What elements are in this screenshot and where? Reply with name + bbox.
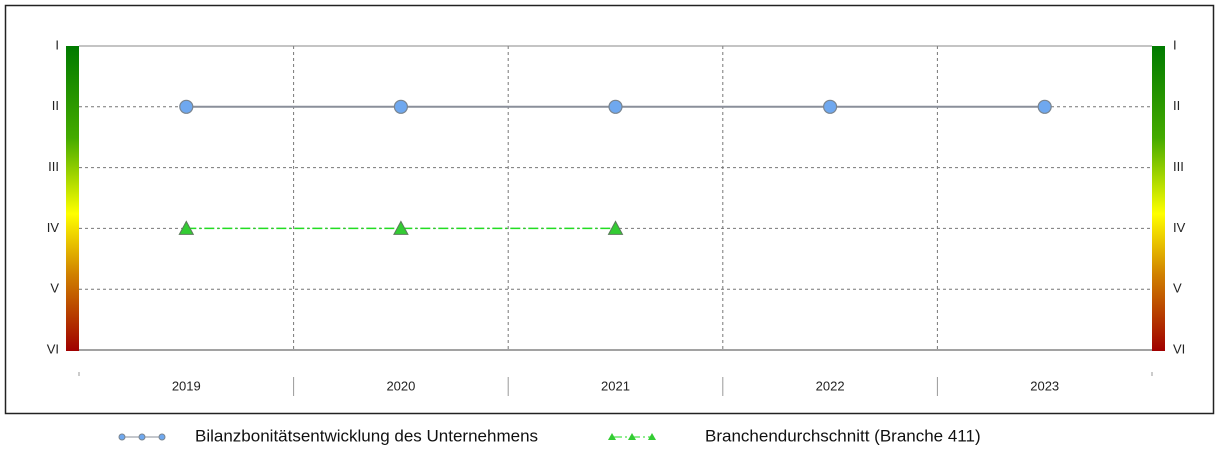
legend-marker [138, 433, 146, 441]
y-tick-label: II [52, 98, 59, 113]
y-tick-label: I [55, 37, 59, 52]
x-tick-label: 2019 [172, 378, 201, 393]
y2-tick-label: I [1173, 37, 1177, 52]
y-tick-label: VI [47, 341, 59, 356]
legend-marker [118, 433, 126, 441]
point [393, 99, 408, 114]
y2-tick-label: VI [1173, 341, 1185, 356]
y2-tick-label: II [1173, 98, 1180, 113]
legend-marker [628, 433, 636, 440]
legend-marker [648, 433, 656, 440]
legend-label: Branchendurchschnitt (Branche 411) [705, 426, 981, 445]
point [393, 220, 409, 235]
legend-marker [608, 433, 616, 440]
point [822, 99, 838, 114]
rating-bar-right [1152, 46, 1165, 351]
chart-frame [4, 4, 1215, 415]
legend-label: Bilanzbonitätsentwicklung des Unternehme… [195, 426, 538, 445]
y2-tick-label: IV [1173, 220, 1186, 235]
x-tick-label: 2020 [386, 378, 415, 393]
y-tick-label: IV [47, 220, 60, 235]
y2-tick-label: V [1173, 281, 1182, 296]
point [608, 99, 623, 114]
point [607, 220, 624, 235]
point [1037, 99, 1052, 114]
y-tick-label: III [48, 159, 59, 174]
rating-bar-left [66, 46, 79, 351]
legend-marker [158, 433, 166, 441]
point [179, 99, 194, 114]
x-tick-label: 2021 [601, 378, 630, 393]
point [178, 220, 195, 235]
y-tick-label: V [50, 281, 59, 296]
y2-tick-label: III [1173, 159, 1184, 174]
x-tick-label: 2023 [1030, 378, 1059, 393]
x-tick-label: 2022 [816, 378, 845, 393]
